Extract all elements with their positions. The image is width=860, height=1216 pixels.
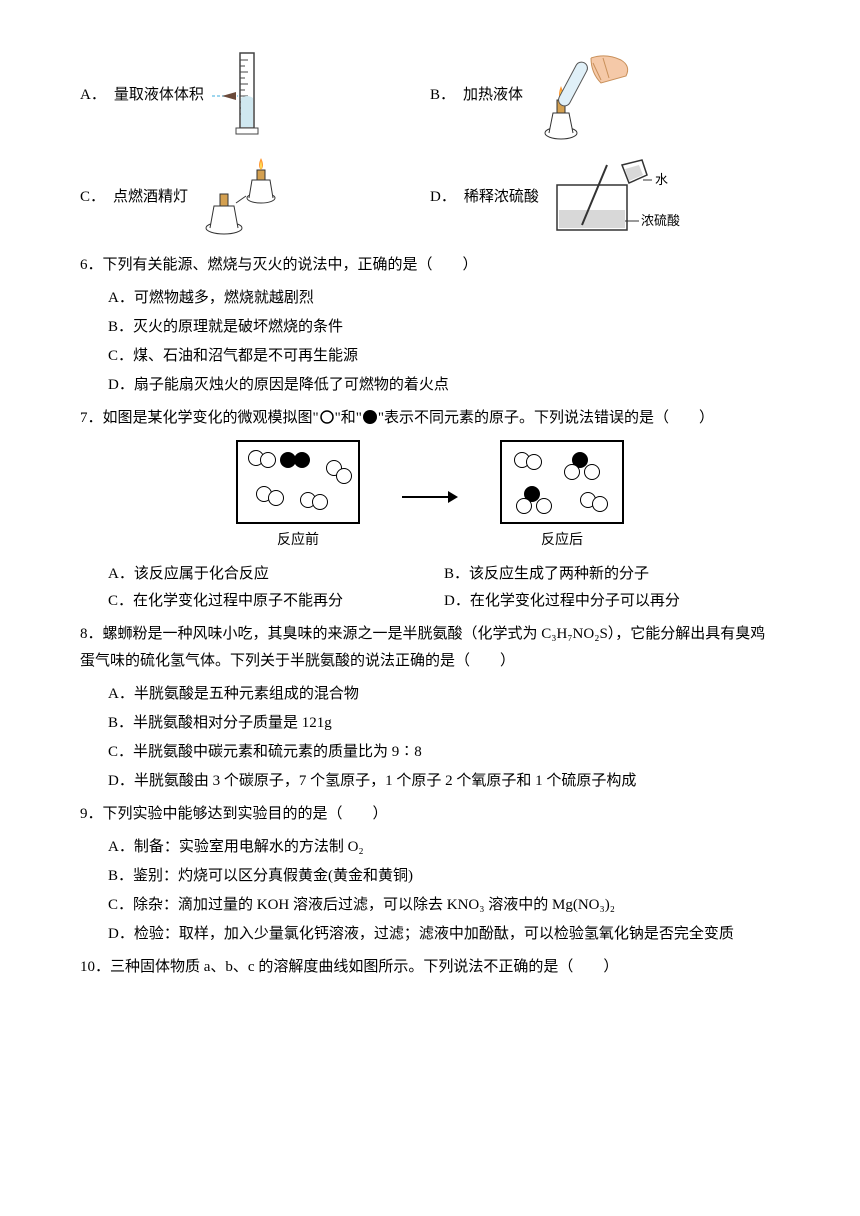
q7-before: 反应前: [236, 440, 360, 553]
arrow-icon: [400, 487, 460, 507]
water-label: 水: [655, 172, 668, 187]
q7-stem: 7．如图是某化学变化的微观模拟图" "和" "表示不同元素的原子。下列说法错误的是（…: [80, 405, 780, 432]
heating-tube-icon: [531, 48, 641, 143]
q7-stem-a: 7．如图是某化学变化的微观模拟图": [80, 410, 319, 426]
q6-c: C．煤、石油和沼气都是不可再生能源: [108, 343, 780, 370]
q7-b: B．该反应生成了两种新的分子: [444, 561, 780, 588]
dilute-acid-icon: 水 浓硫酸: [547, 155, 687, 240]
q6-options: A．可燃物越多，燃烧就越剧烈 B．灭火的原理就是破坏燃烧的条件 C．煤、石油和沼…: [108, 285, 780, 399]
q7-a: A．该反应属于化合反应: [108, 561, 444, 588]
q7-options-row2: C．在化学变化过程中原子不能再分 D．在化学变化过程中分子可以再分: [108, 588, 780, 615]
acid-label: 浓硫酸: [641, 213, 680, 228]
q7-d: D．在化学变化过程中分子可以再分: [444, 588, 780, 615]
q6-d: D．扇子能扇灭烛火的原因是降低了可燃物的着火点: [108, 372, 780, 399]
q7-diagram: 反应前 反应后: [80, 440, 780, 553]
q7-after-box: [500, 440, 624, 524]
q5-option-b: B． 加热液体: [430, 48, 780, 143]
cylinder-icon: [212, 48, 282, 143]
q5-d-label: D．: [430, 184, 456, 211]
q5-b-text: 加热液体: [463, 82, 523, 109]
q5-row2: C． 点燃酒精灯 D． 稀释浓硫酸: [80, 155, 780, 240]
q5-c-label: C．: [80, 184, 105, 211]
q7-before-box: [236, 440, 360, 524]
q5-option-c: C． 点燃酒精灯: [80, 155, 430, 240]
q7-after-label: 反应后: [500, 528, 624, 553]
q9-c: C．除杂：滴加过量的 KOH 溶液后过滤，可以除去 KNO₃ 溶液中的 Mg(N…: [108, 892, 780, 919]
q6-a: A．可燃物越多，燃烧就越剧烈: [108, 285, 780, 312]
q5-c-text: 点燃酒精灯: [113, 184, 188, 211]
q7-before-label: 反应前: [236, 528, 360, 553]
q5-a-text: 量取液体体积: [114, 82, 204, 109]
q6-stem: 6．下列有关能源、燃烧与灭火的说法中，正确的是（ ）: [80, 252, 780, 279]
q7-options-row1: A．该反应属于化合反应 B．该反应生成了两种新的分子: [108, 561, 780, 588]
q9-stem: 9．下列实验中能够达到实验目的的是（ ）: [80, 801, 780, 828]
q9-a: A．制备：实验室用电解水的方法制 O₂: [108, 834, 780, 861]
q5-option-d: D． 稀释浓硫酸 水 浓硫酸: [430, 155, 780, 240]
q5-row1: A． 量取液体体积 B． 加热液体: [80, 48, 780, 143]
q8-a: A．半胱氨酸是五种元素组成的混合物: [108, 681, 780, 708]
q8-c: C．半胱氨酸中碳元素和硫元素的质量比为 9∶8: [108, 739, 780, 766]
q7-stem-c: "表示不同元素的原子。下列说法错误的是（ ）: [378, 410, 714, 426]
q5-a-label: A．: [80, 82, 106, 109]
q8-b: B．半胱氨酸相对分子质量是 121g: [108, 710, 780, 737]
lamp-light-icon: [196, 158, 286, 238]
q5-b-label: B．: [430, 82, 455, 109]
q9-b: B．鉴别：灼烧可以区分真假黄金(黄金和黄铜): [108, 863, 780, 890]
q8-stem: 8．螺蛳粉是一种风味小吃，其臭味的来源之一是半胱氨酸（化学式为 C₃H₇NO₂S…: [80, 621, 780, 675]
q7-c: C．在化学变化过程中原子不能再分: [108, 588, 444, 615]
q9-options: A．制备：实验室用电解水的方法制 O₂ B．鉴别：灼烧可以区分真假黄金(黄金和黄…: [108, 834, 780, 948]
q8-options: A．半胱氨酸是五种元素组成的混合物 B．半胱氨酸相对分子质量是 121g C．半…: [108, 681, 780, 795]
q6-b: B．灭火的原理就是破坏燃烧的条件: [108, 314, 780, 341]
q7-stem-b: "和": [335, 410, 362, 426]
q5-d-text: 稀释浓硫酸: [464, 184, 539, 211]
q10-stem: 10．三种固体物质 a、b、c 的溶解度曲线如图所示。下列说法不正确的是（ ）: [80, 954, 780, 981]
q5-option-a: A． 量取液体体积: [80, 48, 430, 143]
q9-d: D．检验：取样，加入少量氯化钙溶液，过滤；滤液中加酚酞，可以检验氢氧化钠是否完全…: [108, 921, 780, 948]
q8-d: D．半胱氨酸由 3 个碳原子，7 个氢原子，1 个原子 2 个氧原子和 1 个硫…: [108, 768, 780, 795]
q7-after: 反应后: [500, 440, 624, 553]
